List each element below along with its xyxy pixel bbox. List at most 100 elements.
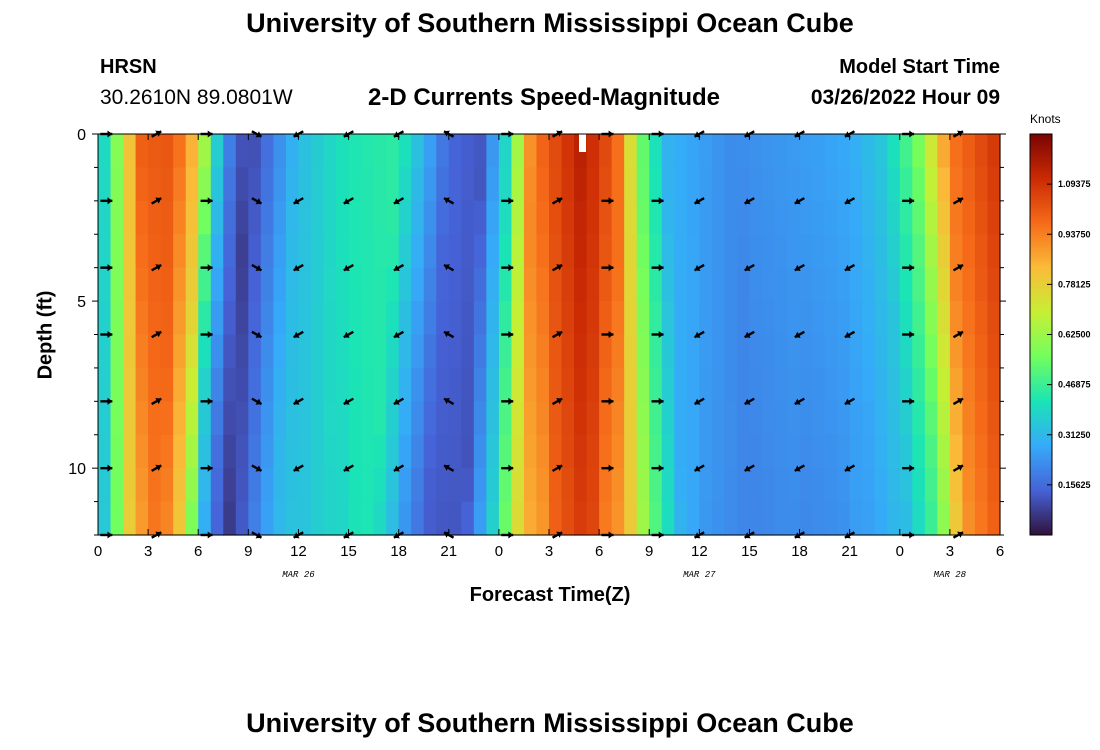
heatmap-cell: [699, 134, 713, 169]
heatmap-cell: [185, 401, 199, 436]
heatmap-cell: [398, 334, 412, 369]
heatmap-cell: [223, 367, 237, 402]
heatmap-cell: [160, 468, 174, 503]
heatmap-cell: [523, 468, 538, 503]
heatmap-cell: [348, 234, 362, 269]
heatmap-cell: [523, 234, 538, 269]
heatmap-cell: [461, 200, 475, 235]
heatmap-cell: [473, 501, 487, 536]
heatmap-cell: [185, 434, 199, 469]
heatmap-cell: [310, 334, 325, 369]
heatmap-cell: [624, 468, 638, 503]
heatmap-cell: [761, 468, 776, 503]
heatmap-cell: [323, 468, 337, 503]
heatmap-cell: [373, 401, 387, 436]
heatmap-cell: [285, 434, 300, 469]
heatmap-cell: [599, 334, 613, 369]
heatmap-cell: [586, 367, 600, 402]
heatmap-cell: [336, 501, 350, 536]
heatmap-cell: [248, 434, 262, 469]
heatmap-cell: [336, 334, 350, 369]
heatmap-cell: [248, 267, 262, 302]
heatmap-cell: [686, 367, 700, 402]
heatmap-cell: [511, 367, 525, 402]
heatmap-cell: [736, 334, 751, 369]
heatmap-cell: [223, 434, 237, 469]
current-vector-arrow: [443, 263, 455, 272]
heatmap-cell: [173, 301, 187, 336]
heatmap-cell: [736, 401, 751, 436]
heatmap-cell: [436, 301, 450, 336]
heatmap-cell: [912, 334, 926, 369]
heatmap-cell: [436, 468, 450, 503]
heatmap-cell: [874, 434, 888, 469]
x-tick-label: 0: [495, 543, 503, 560]
heatmap-cell: [549, 167, 563, 202]
heatmap-cell: [298, 234, 312, 269]
heatmap-cell: [98, 234, 112, 269]
x-tick-label: 18: [791, 543, 808, 560]
heatmap-cell: [912, 200, 926, 235]
current-vector-arrow: [551, 197, 563, 205]
heatmap-cell: [711, 367, 725, 402]
heatmap-cell: [323, 134, 337, 169]
heatmap-cell: [436, 134, 450, 169]
heatmap-cell: [198, 468, 212, 503]
heatmap-cell: [285, 301, 300, 336]
current-vector-arrow: [343, 330, 354, 339]
heatmap-cell: [774, 167, 788, 202]
heatmap-cell: [436, 267, 450, 302]
heatmap-cell: [774, 134, 788, 169]
heatmap-cell: [210, 301, 224, 336]
heatmap-cell: [574, 367, 588, 402]
heatmap-cell: [799, 468, 813, 503]
heatmap-cell: [411, 234, 425, 269]
heatmap-cell: [361, 501, 375, 536]
heatmap-cell: [398, 301, 412, 336]
heatmap-cell: [486, 367, 500, 402]
current-vector-arrow: [393, 397, 405, 406]
heatmap-cell: [336, 267, 350, 302]
heatmap-cell: [824, 334, 838, 369]
heatmap-cell: [586, 434, 600, 469]
heatmap-cell: [373, 167, 387, 202]
heatmap-cell: [686, 267, 700, 302]
current-vector-arrow: [251, 197, 263, 205]
heatmap-cell: [761, 301, 776, 336]
heatmap-cell: [874, 468, 888, 503]
chart-subtitle: 2-D Currents Speed-Magnitude: [368, 84, 721, 111]
heatmap-cell: [962, 200, 976, 235]
current-vector-arrow: [794, 397, 805, 406]
heatmap-cell: [636, 401, 650, 436]
heatmap-cell: [148, 234, 162, 269]
heatmap-cell: [185, 200, 199, 235]
heatmap-cell: [549, 468, 563, 503]
heatmap-cell: [799, 134, 813, 169]
heatmap-cell: [361, 134, 375, 169]
y-tick-label: 10: [68, 461, 86, 478]
current-vector-arrow: [794, 263, 805, 272]
heatmap-cell: [624, 434, 638, 469]
heatmap-cell: [473, 267, 487, 302]
heatmap-cell: [649, 468, 663, 503]
heatmap-cell: [774, 301, 788, 336]
heatmap-cell: [987, 267, 1001, 302]
heatmap-cell: [887, 401, 901, 436]
heatmap-cell: [849, 501, 863, 536]
current-vector-arrow: [693, 397, 705, 406]
heatmap-cell: [173, 434, 187, 469]
heatmap-cell: [711, 234, 725, 269]
current-vector-arrow: [844, 197, 856, 205]
heatmap-cell: [549, 134, 563, 169]
heatmap-cell: [511, 301, 525, 336]
heatmap-cell: [962, 167, 976, 202]
heatmap-cell: [887, 134, 901, 169]
heatmap-cell: [461, 401, 475, 436]
heatmap-cell: [674, 468, 688, 503]
heatmap-cell: [899, 401, 913, 436]
heatmap-cell: [899, 434, 913, 469]
heatmap-cell: [761, 401, 776, 436]
heatmap-cell: [148, 167, 162, 202]
heatmap-cell: [699, 267, 713, 302]
heatmap-cell: [749, 301, 763, 336]
